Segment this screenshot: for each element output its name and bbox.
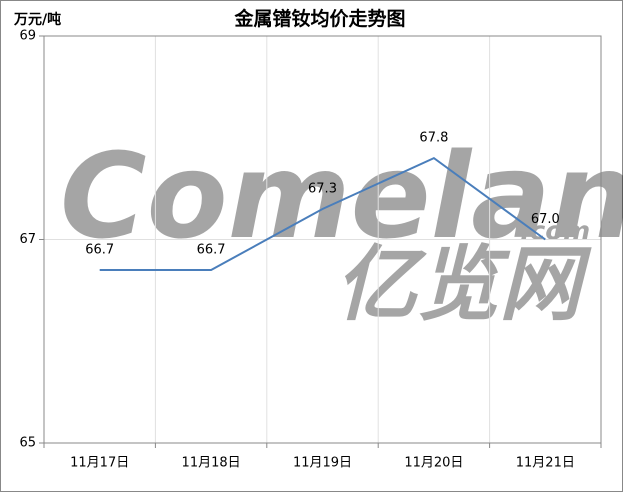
x-tick-label: 11月17日 [70, 456, 129, 471]
y-tick-label: 65 [19, 436, 36, 451]
x-tick-label: 11月19日 [293, 456, 352, 471]
y-tick-label: 67 [19, 232, 36, 247]
x-tick-label: 11月18日 [182, 456, 241, 471]
y-axis-label: 万元/吨 [13, 11, 61, 28]
data-line [99, 156, 546, 272]
watermark-brand: Comelan [60, 127, 623, 265]
y-tick-label: 69 [19, 29, 36, 44]
value-label: 67.8 [419, 131, 448, 146]
value-label: 66.7 [197, 243, 226, 258]
watermark-chinese: 亿览网 [335, 237, 592, 332]
x-tick-label: 11月20日 [404, 456, 463, 471]
chart-title: 金属镨钕均价走势图 [233, 7, 405, 30]
x-tick-label: 11月21日 [516, 456, 575, 471]
watermark-suffix: .com [520, 217, 590, 247]
plot-border [43, 35, 602, 444]
value-label: 67.0 [531, 212, 560, 227]
value-label: 66.7 [85, 243, 114, 258]
value-label: 67.3 [308, 181, 337, 196]
